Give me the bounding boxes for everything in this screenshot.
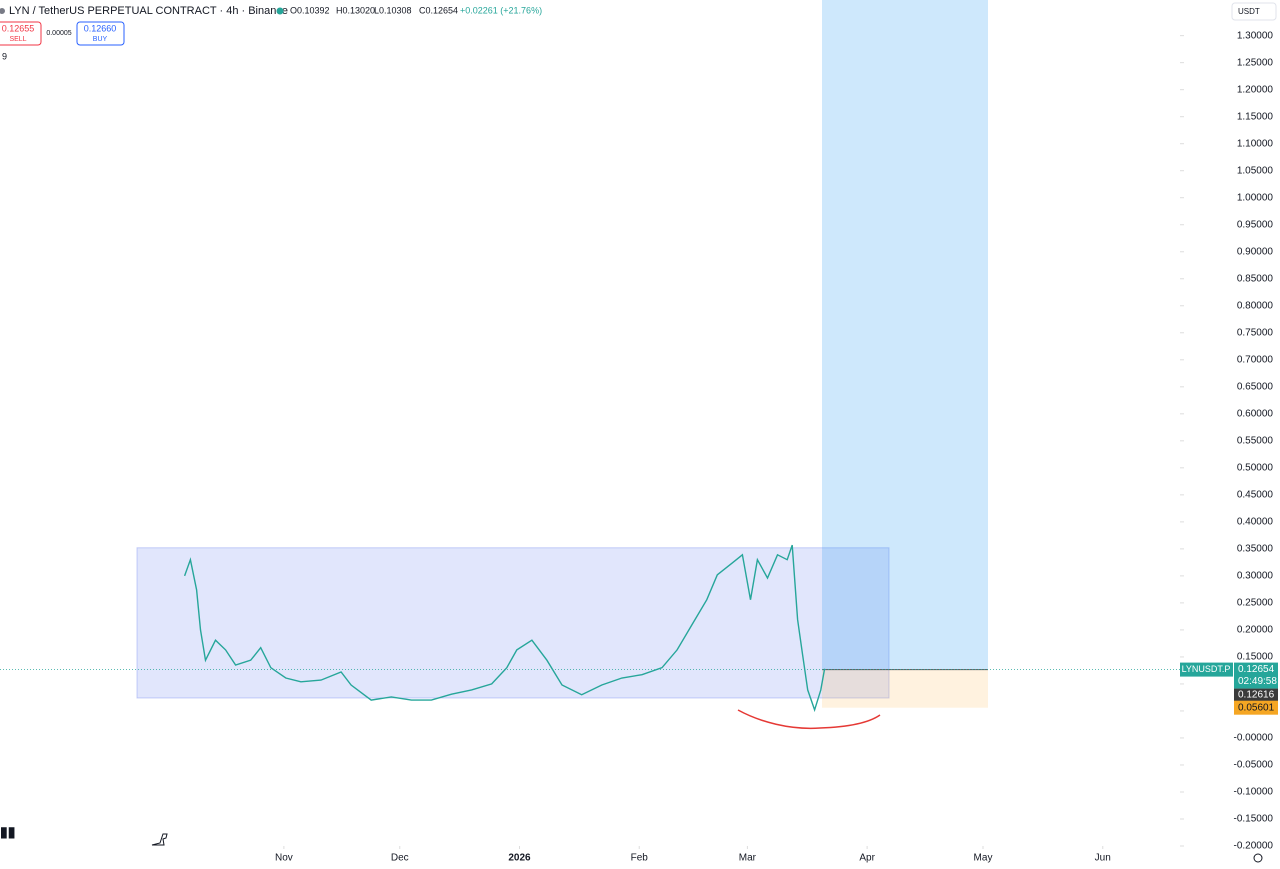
buy-button[interactable]	[76, 21, 125, 46]
y-tick-label: 0.70000	[1237, 354, 1274, 365]
drawn-curve	[737, 709, 881, 730]
ohlc-change: +0.02261 (+21.76%)	[460, 5, 542, 15]
sell-button[interactable]	[0, 21, 42, 46]
last-price-tag	[1234, 662, 1278, 689]
x-tick-label: May	[974, 853, 993, 864]
target-zone	[822, 0, 988, 670]
buy-price[interactable]: 0.12660	[84, 23, 117, 33]
x-tick-label: 2026	[508, 853, 531, 864]
y-tick-label: -0.10000	[1234, 787, 1274, 798]
y-tick-label: 1.05000	[1237, 165, 1274, 176]
indicator-count[interactable]: 9	[2, 51, 7, 61]
y-tick-label: 1.00000	[1237, 192, 1274, 203]
currency-button[interactable]	[1231, 2, 1277, 21]
logo: ▮▮	[0, 824, 15, 840]
y-tick-label: 0.80000	[1237, 300, 1274, 311]
y-tick-label: 0.60000	[1237, 408, 1274, 419]
y-tick-label: 1.30000	[1237, 30, 1274, 41]
y-tick-label: 0.65000	[1237, 381, 1274, 392]
y-tick-label: 0.95000	[1237, 219, 1274, 230]
y-tick-label: 0.50000	[1237, 462, 1274, 473]
y-tick-label: 0.90000	[1237, 246, 1274, 257]
range-box	[136, 547, 890, 699]
y-tick-label: 0.25000	[1237, 598, 1274, 609]
countdown-label: 02:49:58	[1238, 676, 1277, 687]
y-tick-label: -0.20000	[1234, 841, 1274, 852]
symbol-icon	[0, 8, 5, 14]
dino-icon	[151, 833, 168, 846]
y-tick-label: 0.30000	[1237, 571, 1274, 582]
stop-label: 0.05601	[1238, 702, 1275, 713]
symbol-tag	[1180, 662, 1233, 677]
y-tick-label: 1.20000	[1237, 84, 1274, 95]
stop-zone	[822, 669, 988, 708]
y-tick-label: 0.40000	[1237, 517, 1274, 528]
y-tick-label: -0.00000	[1234, 733, 1274, 744]
header: LYN / TetherUS PERPETUAL CONTRACT · 4h ·…	[0, 2, 1277, 61]
y-tick-label: 0.55000	[1237, 435, 1274, 446]
y-tick-label: 1.10000	[1237, 138, 1274, 149]
stop-tag	[1234, 700, 1278, 715]
ohlc-open: O0.10392	[290, 5, 330, 15]
y-tick-label: 1.15000	[1237, 111, 1274, 122]
settings-icon[interactable]	[1253, 853, 1263, 863]
y-tick-label: -0.15000	[1234, 814, 1274, 825]
y-tick-label: 0.75000	[1237, 327, 1274, 338]
x-tick-label: Nov	[275, 853, 293, 864]
x-tick-label: Apr	[859, 853, 875, 864]
y-tick-label: 0.45000	[1237, 489, 1274, 500]
buy-label[interactable]: BUY	[93, 36, 108, 43]
ohlc-close: C0.12654	[419, 5, 458, 15]
ohlc-low: L0.10308	[374, 5, 412, 15]
x-tick-label: Jun	[1095, 853, 1111, 864]
x-tick-label: Feb	[631, 853, 649, 864]
y-tick-label: -0.05000	[1234, 760, 1274, 771]
chart-title: LYN / TetherUS PERPETUAL CONTRACT · 4h ·…	[9, 5, 288, 17]
y-tick-label: 0.85000	[1237, 273, 1274, 284]
entry-label: 0.12616	[1238, 690, 1275, 701]
spread: 0.00005	[46, 30, 71, 37]
price-line	[183, 544, 826, 713]
y-tick-label: 0.15000	[1237, 652, 1274, 663]
last-price-label: 0.12654	[1238, 664, 1275, 675]
symbol-label: LYNUSDT.P	[1182, 664, 1231, 674]
currency[interactable]: USDT	[1238, 7, 1260, 16]
x-tick-label: Dec	[391, 853, 409, 864]
y-tick-label: 1.25000	[1237, 57, 1274, 68]
y-tick-label: 0.20000	[1237, 625, 1274, 636]
y-tick-label: 0.35000	[1237, 544, 1274, 555]
sell-label[interactable]: SELL	[9, 36, 26, 43]
status-dot	[276, 7, 284, 15]
x-tick-label: Mar	[739, 853, 757, 864]
entry-tag	[1234, 688, 1278, 702]
sell-price[interactable]: 0.12655	[2, 23, 35, 33]
ohlc-high: H0.13020	[336, 5, 375, 15]
